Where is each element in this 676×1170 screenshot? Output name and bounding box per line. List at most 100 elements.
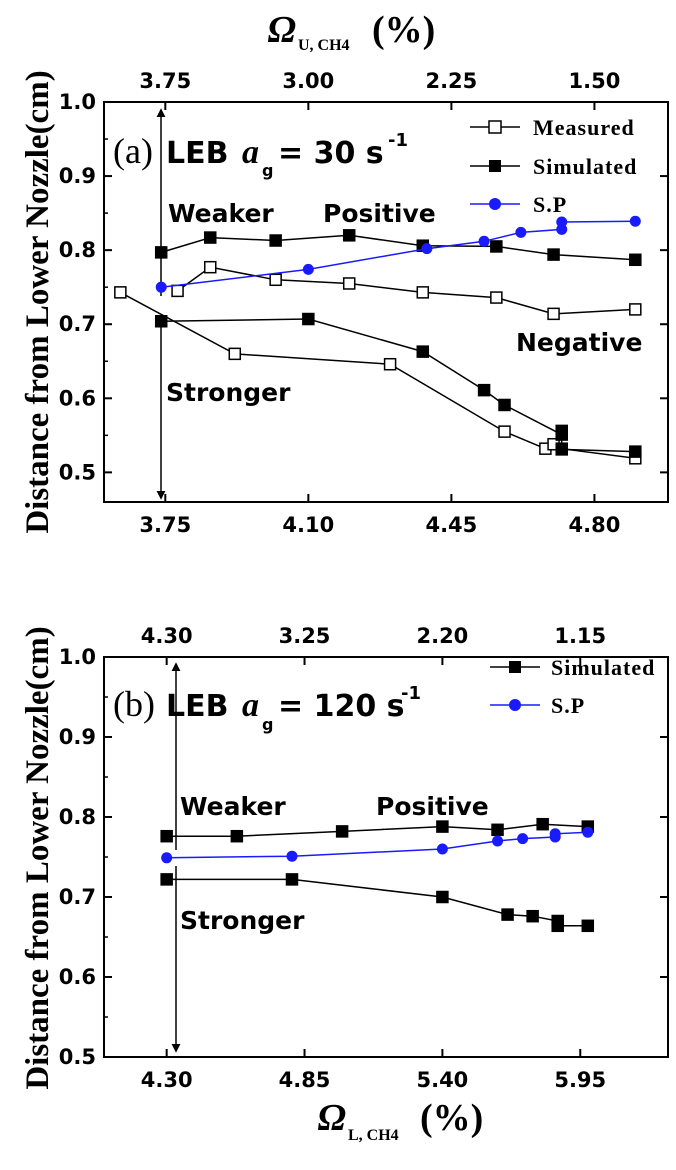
top-axis-unit: (%) xyxy=(372,9,435,51)
title-exp-b: -1 xyxy=(401,683,421,704)
y-tick-label-a: 1.0 xyxy=(59,90,96,114)
legend-marker-sp-b xyxy=(509,699,521,711)
point-s-p-a xyxy=(155,281,167,293)
point-simulated-a xyxy=(555,424,568,438)
legend-label-simulated-a: Simulated xyxy=(533,154,637,179)
legend-marker-simulated-a xyxy=(489,160,501,172)
y-tick-label-a: 0.9 xyxy=(59,164,96,188)
point-simulated-a xyxy=(204,231,217,244)
point-measured-a xyxy=(498,425,511,438)
y-tick-label-b: 0.7 xyxy=(59,885,96,909)
point-simulated-a xyxy=(342,229,356,242)
legend-label-sp-b: S.P xyxy=(551,693,585,718)
series-line-measured-a xyxy=(177,266,636,315)
point-simulated-b xyxy=(160,829,173,843)
title-exp-a: -1 xyxy=(388,130,408,151)
point-simulated-b xyxy=(536,817,549,831)
point-s-p-a xyxy=(556,216,568,228)
y-tick-label-b: 0.5 xyxy=(59,1045,96,1069)
title-sub-a: g xyxy=(262,161,273,180)
point-simulated-b xyxy=(160,873,173,886)
annotation-stronger-a: Stronger xyxy=(166,378,291,407)
annotation-weaker-a: Weaker xyxy=(168,199,274,228)
legend-a: Measured Simulated S.P xyxy=(470,115,637,217)
point-simulated-a xyxy=(555,443,568,456)
bottom-axis-unit: (%) xyxy=(420,1097,483,1139)
top-tick-label-a: 1.50 xyxy=(569,69,621,93)
y-tick-label-a: 0.5 xyxy=(59,460,96,484)
y-axis-label-b: Distance from Lower Nozzle(cm) xyxy=(20,626,56,1089)
x-tick-label-b: 4.85 xyxy=(279,1068,331,1092)
legend-label-measured: Measured xyxy=(533,115,635,140)
point-simulated-a xyxy=(629,445,642,458)
point-measured-a xyxy=(490,291,503,304)
x-tick-label-b: 5.40 xyxy=(416,1068,468,1092)
point-measured-a xyxy=(416,286,430,299)
top-tick-label-a: 3.00 xyxy=(282,69,334,93)
legend-marker-sp-a xyxy=(489,198,501,210)
y-tick-label-a: 0.6 xyxy=(59,386,96,410)
point-s-p-b xyxy=(517,833,529,845)
point-simulated-a xyxy=(490,240,503,253)
y-tick-label-b: 0.9 xyxy=(59,725,96,749)
point-simulated-a xyxy=(498,398,511,412)
series-b xyxy=(160,817,595,933)
point-s-p-a xyxy=(421,243,433,255)
title-sub-b: g xyxy=(262,715,273,734)
point-measured-a xyxy=(171,284,184,298)
top-tick-label-b: 4.30 xyxy=(141,624,193,648)
panel-a: Ω U, CH4 (%) 0.5 0.6 0.7 0.8 0.9 1.0 3.75 4.10 4… xyxy=(20,9,669,537)
top-axis-symbol: Ω xyxy=(268,9,296,51)
point-simulated-a xyxy=(416,345,430,358)
panel-b: 0.5 0.6 0.7 0.8 0.9 1.0 4.30 4.85 5.40 5.95 4.30 3.… xyxy=(20,624,669,1144)
point-s-p-b xyxy=(492,835,504,847)
annotation-negative-a: Negative xyxy=(516,328,642,357)
legend-label-simulated-b: Simulated xyxy=(551,655,655,680)
bottom-axis-symbol: Ω xyxy=(318,1097,346,1139)
annotation-positive-b: Positive xyxy=(376,792,489,821)
point-simulated-b xyxy=(436,820,449,833)
point-simulated-b xyxy=(551,919,564,933)
top-axis-subscript: U, CH4 xyxy=(298,37,350,54)
point-s-p-a xyxy=(478,235,490,247)
series-line-simulated-a xyxy=(160,234,636,261)
point-s-p-a xyxy=(629,215,641,227)
title-value-b: = 120 s xyxy=(278,689,405,724)
y-axis-label-a: Distance from Lower Nozzle(cm) xyxy=(20,70,56,533)
point-simulated-b xyxy=(491,823,504,837)
ticks-a: 0.5 0.6 0.7 0.8 0.9 1.0 3.75 4.10 4.45 4.80 3.75 3.… xyxy=(59,69,668,537)
top-tick-label-a: 3.75 xyxy=(139,69,191,93)
point-s-p-b xyxy=(549,828,561,840)
point-simulated-b xyxy=(581,919,595,933)
y-tick-label-b: 0.8 xyxy=(59,805,96,829)
point-s-p-b xyxy=(436,843,448,855)
point-measured-a xyxy=(114,286,127,299)
bottom-axis-subscript: L, CH4 xyxy=(348,1127,399,1144)
x-tick-label-a: 4.45 xyxy=(425,513,477,537)
top-tick-label-b: 3.25 xyxy=(279,624,331,648)
point-simulated-b xyxy=(285,873,299,886)
legend-marker-measured xyxy=(488,120,502,134)
point-simulated-b xyxy=(335,825,349,838)
annotation-positive-a: Positive xyxy=(323,199,436,228)
point-s-p-b xyxy=(161,852,173,864)
top-tick-label-b: 1.15 xyxy=(554,624,606,648)
panel-label-a: (a) xyxy=(113,131,153,171)
x-tick-label-a: 3.75 xyxy=(139,513,191,537)
title-prefix-a: LEB xyxy=(166,136,228,171)
x-tick-label-a: 4.80 xyxy=(569,513,621,537)
ticks-b: 0.5 0.6 0.7 0.8 0.9 1.0 4.30 4.85 5.40 5.95 4.30 3.… xyxy=(59,624,668,1092)
y-tick-label-b: 1.0 xyxy=(59,645,96,669)
x-tick-label-a: 4.10 xyxy=(282,513,334,537)
title-var-a: a xyxy=(242,134,259,171)
panel-label-b: (b) xyxy=(113,684,155,724)
legend-label-sp-a: S.P xyxy=(533,192,567,217)
y-tick-label-b: 0.6 xyxy=(59,965,96,989)
annotation-weaker-b: Weaker xyxy=(180,792,286,821)
point-measured-a xyxy=(204,260,217,274)
title-value-a: = 30 s xyxy=(278,136,384,171)
point-simulated-a xyxy=(154,315,168,328)
point-measured-a xyxy=(547,307,560,321)
annotation-stronger-b: Stronger xyxy=(180,906,305,935)
